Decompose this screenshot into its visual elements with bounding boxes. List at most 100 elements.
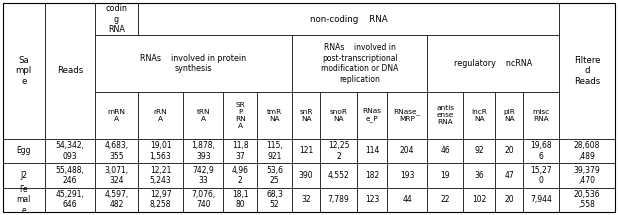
Text: 45,291,
646: 45,291, 646 bbox=[56, 190, 84, 209]
Text: 44: 44 bbox=[402, 195, 412, 204]
Text: 4,96
2: 4,96 2 bbox=[232, 166, 248, 185]
Bar bbox=[523, 187, 559, 212]
Bar bbox=[44, 163, 95, 187]
Text: 3,071,
324: 3,071, 324 bbox=[104, 166, 129, 185]
Text: 19: 19 bbox=[441, 171, 450, 180]
Bar bbox=[95, 187, 138, 212]
Text: 32: 32 bbox=[302, 195, 311, 204]
Text: 204: 204 bbox=[400, 146, 414, 155]
Bar bbox=[257, 92, 292, 139]
Text: codin
g
RNA: codin g RNA bbox=[106, 4, 127, 34]
Text: 193: 193 bbox=[400, 171, 414, 180]
Bar bbox=[427, 187, 464, 212]
Bar bbox=[387, 139, 427, 163]
Bar bbox=[292, 163, 320, 187]
Bar bbox=[559, 187, 615, 212]
Text: 18,1
80: 18,1 80 bbox=[232, 190, 248, 209]
Bar bbox=[138, 3, 559, 35]
Bar bbox=[257, 187, 292, 212]
Text: 11,8
37: 11,8 37 bbox=[232, 141, 248, 161]
Text: RNas
e_P: RNas e_P bbox=[362, 108, 381, 122]
Bar bbox=[95, 92, 138, 139]
Bar bbox=[183, 139, 224, 163]
Text: 22: 22 bbox=[441, 195, 450, 204]
Bar bbox=[3, 139, 44, 163]
Text: lncR
NA: lncR NA bbox=[472, 109, 488, 122]
Text: 123: 123 bbox=[365, 195, 379, 204]
Bar bbox=[523, 139, 559, 163]
Bar bbox=[95, 35, 292, 92]
Bar bbox=[257, 139, 292, 163]
Bar bbox=[224, 187, 257, 212]
Bar bbox=[138, 163, 183, 187]
Text: 7,944: 7,944 bbox=[530, 195, 552, 204]
Bar bbox=[427, 92, 464, 139]
Text: 54,342,
093: 54,342, 093 bbox=[55, 141, 84, 161]
Bar bbox=[183, 187, 224, 212]
Bar bbox=[95, 139, 138, 163]
Bar bbox=[464, 139, 496, 163]
Bar bbox=[183, 92, 224, 139]
Bar bbox=[496, 92, 523, 139]
Bar bbox=[357, 163, 387, 187]
Bar bbox=[292, 139, 320, 163]
Bar bbox=[292, 187, 320, 212]
Text: 1,878,
393: 1,878, 393 bbox=[192, 141, 215, 161]
Bar bbox=[464, 163, 496, 187]
Text: 47: 47 bbox=[504, 171, 514, 180]
Text: 742,9
33: 742,9 33 bbox=[192, 166, 214, 185]
Bar bbox=[257, 163, 292, 187]
Text: 39,379
,470: 39,379 ,470 bbox=[574, 166, 601, 185]
Text: 19,01
1,563: 19,01 1,563 bbox=[150, 141, 171, 161]
Bar bbox=[496, 163, 523, 187]
Bar bbox=[464, 187, 496, 212]
Text: Sa
mpl
e: Sa mpl e bbox=[15, 56, 32, 86]
Text: snR
NA: snR NA bbox=[300, 109, 313, 122]
Text: regulatory    ncRNA: regulatory ncRNA bbox=[454, 59, 533, 68]
Text: 20,536
,558: 20,536 ,558 bbox=[574, 190, 601, 209]
Bar bbox=[44, 187, 95, 212]
Bar bbox=[387, 163, 427, 187]
Bar bbox=[357, 187, 387, 212]
Text: 12,97
8,258: 12,97 8,258 bbox=[150, 190, 171, 209]
Text: 15,27
0: 15,27 0 bbox=[530, 166, 552, 185]
Bar bbox=[138, 92, 183, 139]
Text: Reads: Reads bbox=[57, 66, 83, 75]
Text: 92: 92 bbox=[475, 146, 484, 155]
Text: 121: 121 bbox=[299, 146, 313, 155]
Bar bbox=[559, 3, 615, 139]
Text: RNAs    involved in protein
synthesis: RNAs involved in protein synthesis bbox=[140, 54, 247, 73]
Bar bbox=[320, 187, 357, 212]
Text: non-coding    RNA: non-coding RNA bbox=[310, 15, 387, 24]
Bar bbox=[523, 163, 559, 187]
Text: snoR
NA: snoR NA bbox=[329, 109, 347, 122]
Text: RNAs    involved in
post-transcriptional
modification or DNA
replication: RNAs involved in post-transcriptional mo… bbox=[321, 43, 399, 84]
Text: 7,789: 7,789 bbox=[328, 195, 349, 204]
Text: Egg: Egg bbox=[17, 146, 31, 155]
Bar bbox=[464, 92, 496, 139]
Bar bbox=[559, 163, 615, 187]
Text: 55,488,
246: 55,488, 246 bbox=[56, 166, 84, 185]
Bar bbox=[387, 92, 427, 139]
Text: 182: 182 bbox=[365, 171, 379, 180]
Text: 114: 114 bbox=[365, 146, 379, 155]
Text: rRN
A: rRN A bbox=[154, 109, 167, 122]
Text: 102: 102 bbox=[472, 195, 486, 204]
Text: piR
NA: piR NA bbox=[503, 109, 515, 122]
Bar bbox=[496, 187, 523, 212]
Bar bbox=[496, 139, 523, 163]
Bar bbox=[320, 163, 357, 187]
Bar bbox=[357, 92, 387, 139]
Text: 20: 20 bbox=[504, 146, 514, 155]
Bar bbox=[357, 139, 387, 163]
Bar bbox=[95, 163, 138, 187]
Text: tmR
NA: tmR NA bbox=[267, 109, 282, 122]
Bar bbox=[224, 163, 257, 187]
Text: antis
ense
RNA: antis ense RNA bbox=[436, 105, 454, 125]
Text: 7,076,
740: 7,076, 740 bbox=[191, 190, 216, 209]
Bar bbox=[427, 163, 464, 187]
Bar bbox=[224, 92, 257, 139]
Bar bbox=[559, 139, 615, 163]
Text: J2: J2 bbox=[20, 171, 27, 180]
Text: 115,
921: 115, 921 bbox=[266, 141, 283, 161]
